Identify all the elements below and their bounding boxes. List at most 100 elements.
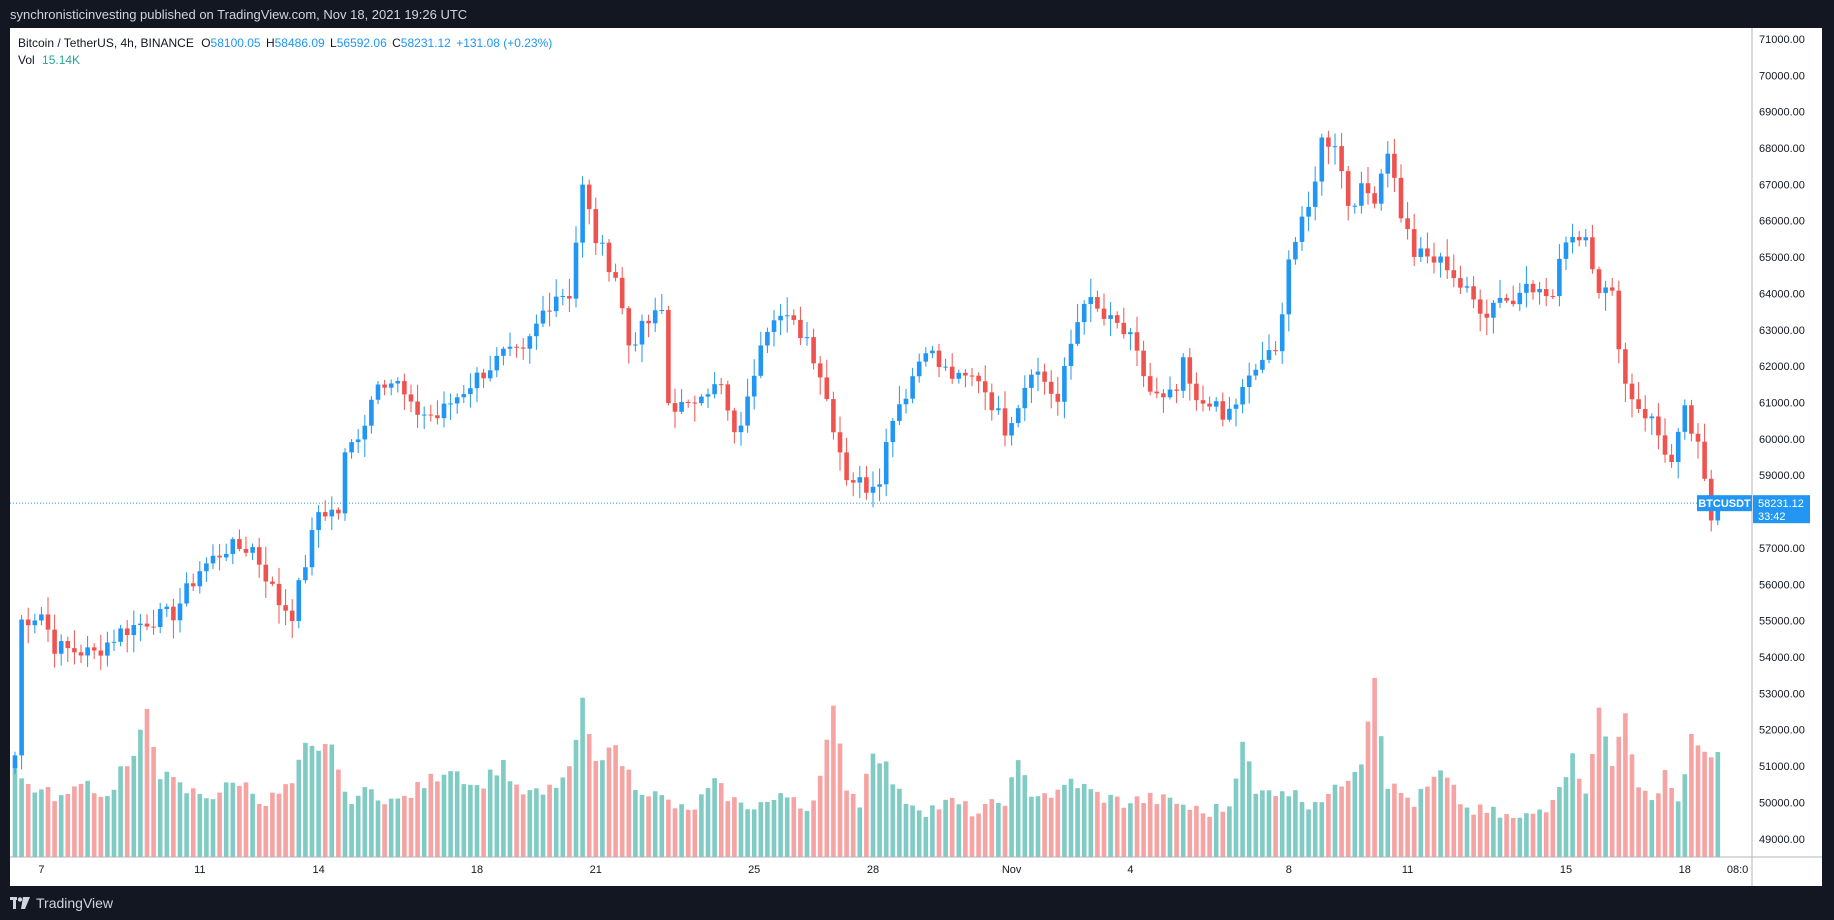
candle-body [586, 184, 592, 210]
volume-bar [1590, 754, 1595, 857]
volume-bar [514, 784, 519, 857]
candle-body [296, 580, 302, 622]
candle-body [791, 315, 797, 320]
candle-body [712, 384, 717, 395]
candle-body [303, 567, 308, 581]
volume-bar [1273, 796, 1278, 857]
symbol-tag-label: BTCUSDT [1698, 498, 1751, 510]
candle-body [204, 563, 209, 572]
volume-bar [303, 742, 308, 857]
price-axis-tick: 70000.00 [1759, 70, 1805, 82]
candle-body [1227, 408, 1232, 420]
candle-body [976, 375, 981, 382]
volume-bar [1141, 803, 1146, 857]
volume-bar [230, 782, 236, 857]
volume-bar [943, 799, 948, 857]
candle-body [1669, 454, 1674, 462]
candle-body [534, 323, 539, 337]
volume-bar [316, 750, 321, 857]
volume-bar [395, 798, 401, 857]
volume-bar [1550, 799, 1556, 857]
volume-bar [639, 794, 645, 857]
candle-body [1174, 389, 1179, 391]
volume-bar [837, 743, 843, 857]
price-axis-tick: 62000.00 [1759, 361, 1805, 373]
volume-bar [606, 747, 612, 857]
volume-bar [659, 795, 665, 857]
volume-bar [672, 808, 678, 857]
volume-bars [12, 677, 1721, 857]
time-axis-tick: 4 [1127, 864, 1133, 876]
volume-bar [1537, 809, 1542, 857]
candle-body [237, 539, 242, 549]
candle-body [1504, 297, 1509, 301]
volume-bar [877, 763, 882, 857]
candle-body [1438, 256, 1443, 263]
candle-body [560, 296, 566, 298]
time-axis[interactable]: 7 11 14 18 21 25 28 Nov 4 8 11 15 18 08:0 [38, 864, 1748, 876]
volume-bar [798, 808, 803, 857]
candle-body [12, 755, 18, 769]
price-tag-bg [1753, 495, 1810, 524]
candle-body [1068, 343, 1074, 367]
candle-body [1345, 171, 1351, 206]
volume-bar [1035, 796, 1041, 857]
candle-body [1108, 315, 1113, 319]
volume-bar [1128, 803, 1133, 857]
volume-bar [72, 786, 77, 857]
candle-body [996, 408, 1001, 411]
volume-bar [263, 805, 269, 857]
volume-bar [652, 791, 658, 857]
candle-body [1273, 350, 1278, 352]
chart-pane[interactable]: 49000.00 50000.00 51000.00 52000.00 53000.00… [10, 28, 1822, 886]
legend-high-label: H [265, 36, 275, 50]
volume-bar [580, 697, 585, 857]
volume-bar [1444, 777, 1450, 857]
volume-bar [105, 796, 110, 857]
volume-bar [1227, 806, 1232, 857]
candle-body [1517, 292, 1523, 305]
candle-body [355, 439, 361, 443]
volume-bar [1187, 809, 1193, 857]
volume-bar [1048, 797, 1054, 857]
candle-body [1524, 283, 1529, 293]
candle-body [527, 336, 533, 349]
price-axis-tick: 59000.00 [1759, 470, 1805, 482]
volume-bar [936, 809, 942, 857]
volume-bar [784, 797, 790, 857]
volume-bar [1510, 817, 1516, 857]
candle-body [1636, 399, 1641, 409]
tradingview-brand[interactable]: TradingView [10, 895, 113, 911]
price-chart[interactable]: 49000.00 50000.00 51000.00 52000.00 53000.00… [10, 28, 1822, 886]
candle-body [1246, 375, 1252, 388]
candle-body [771, 320, 777, 332]
volume-bar [692, 809, 698, 857]
candle-body [388, 383, 394, 388]
volume-bar [1029, 796, 1034, 857]
volume-bar [1002, 805, 1008, 857]
volume-bar [1286, 796, 1292, 857]
volume-bar [732, 797, 737, 857]
volume-bar [197, 793, 203, 857]
volume-bar [1398, 792, 1404, 857]
volume-bar [1576, 778, 1582, 857]
volume-bar [1669, 787, 1674, 857]
candle-body [256, 547, 262, 565]
volume-bar [362, 787, 368, 857]
volume-bar [1339, 786, 1344, 857]
volume-bar [903, 803, 909, 857]
volume-bar [705, 788, 711, 857]
volume-bar [600, 760, 605, 857]
candle-body [1458, 278, 1463, 288]
volume-bar [1609, 766, 1615, 857]
legend-high: 58486.09 [274, 36, 325, 50]
volume-bar [309, 745, 315, 857]
volume-bar [593, 761, 599, 857]
candle-body [1134, 332, 1140, 351]
price-axis[interactable]: 49000.00 50000.00 51000.00 52000.00 53000.00… [1759, 34, 1805, 846]
volume-bar [949, 797, 955, 857]
volume-bar [1161, 794, 1166, 857]
volume-bar [712, 778, 717, 857]
candle-body [1471, 286, 1476, 300]
candle-body [1431, 256, 1437, 263]
